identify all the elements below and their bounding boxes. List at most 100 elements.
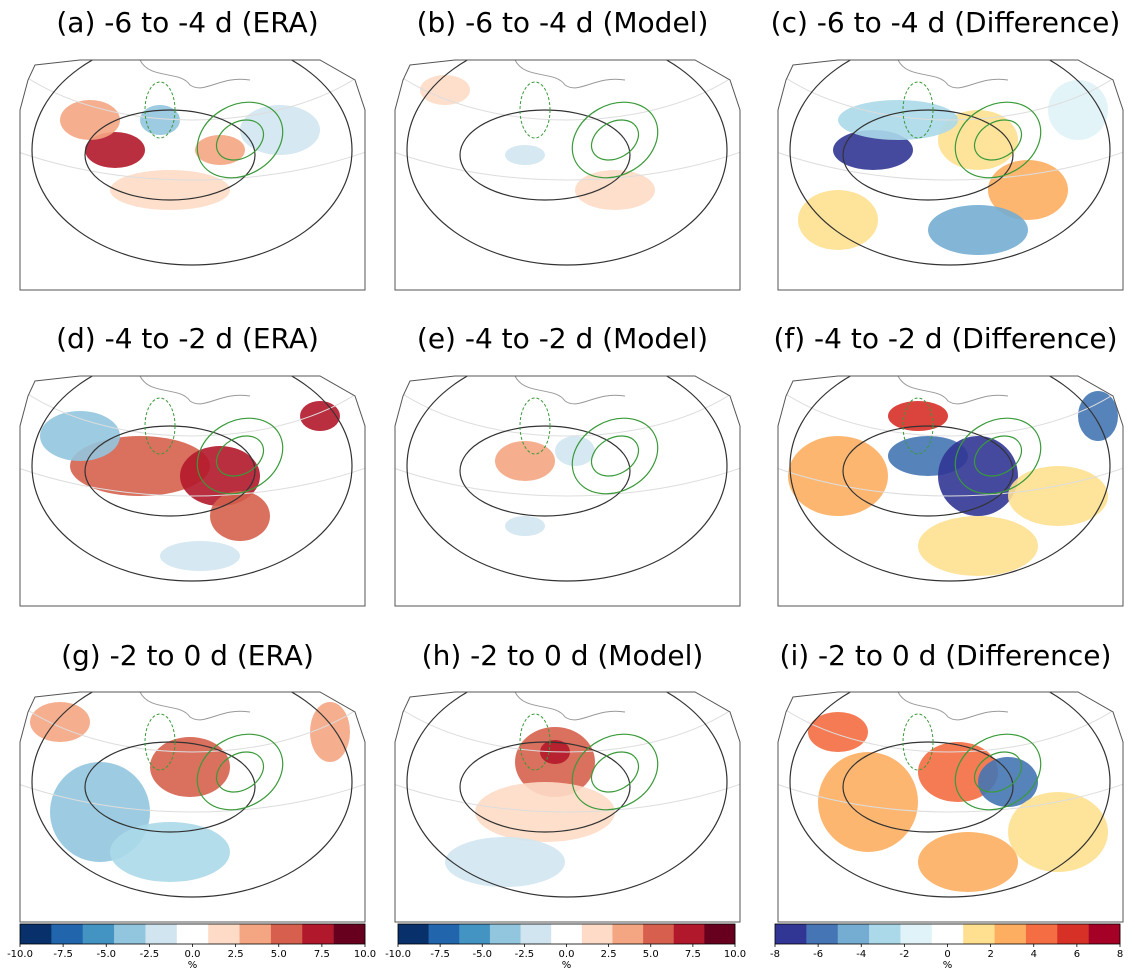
- colorbar-segment: [208, 924, 240, 944]
- map-border: [19, 375, 366, 607]
- graticule: [778, 692, 1123, 753]
- green-contour: [144, 397, 176, 455]
- colorbar-segment: [145, 924, 178, 944]
- colorbar-segment: [333, 924, 366, 944]
- field-blob: [1048, 80, 1108, 140]
- colorbar-tick-label: -2: [899, 949, 909, 960]
- colorbar-tick-label: 7.5: [685, 949, 701, 960]
- colorbar-segment: [1025, 924, 1058, 944]
- field-blob: [978, 757, 1038, 807]
- colorbar-tick-label: 10.0: [724, 949, 746, 960]
- colorbar-segment: [551, 924, 583, 944]
- coastline: [897, 692, 1009, 721]
- colorbar-segment: [489, 924, 521, 944]
- contour: [459, 109, 631, 201]
- green-contour: [215, 751, 265, 793]
- colorbar-tick-label: -10.0: [7, 949, 33, 960]
- colorbar-tick-label: 0.0: [559, 949, 575, 960]
- graticule: [395, 692, 740, 813]
- map-panel: [19, 375, 366, 607]
- green-contour: [215, 435, 265, 477]
- green-contour: [973, 119, 1023, 161]
- colorbar-segment: [775, 924, 807, 944]
- map-background: [395, 376, 740, 606]
- field-blob: [1008, 466, 1108, 526]
- green-contour: [571, 101, 659, 179]
- colorbar-tick-label: -7.5: [430, 949, 450, 960]
- colorbar-segment: [581, 924, 613, 944]
- field-blob: [928, 205, 1028, 255]
- colorbar-tick-label: 10.0: [354, 949, 376, 960]
- coastline: [514, 692, 626, 721]
- contour: [842, 109, 1014, 201]
- graticule: [20, 60, 365, 121]
- contour: [842, 425, 1014, 517]
- field-blob: [833, 130, 913, 170]
- green-contour: [902, 713, 934, 771]
- colorbar-tick-label: 8: [1117, 949, 1123, 960]
- green-contour: [571, 733, 659, 811]
- colorbar-segment: [114, 924, 146, 944]
- field-blob: [918, 516, 1038, 576]
- colorbar-tick-label: -8: [770, 949, 780, 960]
- panel-title: (g) -2 to 0 d (ERA): [61, 639, 314, 672]
- graticule: [395, 376, 740, 497]
- colorbar-tick-label: 7.5: [314, 949, 330, 960]
- graticule: [778, 692, 1123, 813]
- map-border: [394, 59, 741, 291]
- green-contour: [215, 119, 265, 161]
- green-contour: [519, 713, 551, 771]
- coastline: [897, 60, 1009, 89]
- coastline: [514, 60, 626, 89]
- green-contour: [519, 397, 551, 455]
- contour: [459, 425, 631, 517]
- green-contour: [590, 435, 640, 477]
- colorbar-tick-label: 2: [987, 949, 993, 960]
- colorbar-tick-label: -5.0: [96, 949, 116, 960]
- graticule: [20, 60, 365, 181]
- colorbar-tick-label: -6: [813, 949, 823, 960]
- map-panel: [777, 375, 1124, 607]
- green-contour: [902, 397, 934, 455]
- map-content: [778, 376, 1123, 606]
- colorbar-label: %: [943, 960, 953, 969]
- colorbar-segment: [612, 924, 644, 944]
- colorbar-tick-label: -2.5: [515, 949, 535, 960]
- green-contour: [196, 101, 284, 179]
- field-blob: [310, 702, 350, 762]
- contour: [84, 109, 256, 201]
- map-border: [394, 375, 741, 607]
- map-border: [19, 691, 366, 923]
- green-contour: [196, 733, 284, 811]
- contour: [84, 425, 256, 517]
- colorbar-tick-label: 4: [1031, 949, 1037, 960]
- field-blob: [40, 411, 120, 461]
- colorbar-tick-label: -5.0: [472, 949, 492, 960]
- map-content: [395, 60, 740, 290]
- contour: [31, 376, 353, 582]
- map-content: [395, 376, 740, 606]
- field-blob: [988, 160, 1068, 220]
- colorbar-segment: [270, 924, 303, 944]
- colorbar-segment: [900, 924, 933, 944]
- field-blob: [30, 702, 90, 742]
- map-content: [778, 692, 1123, 922]
- colorbar-tick-label: -2.5: [140, 949, 160, 960]
- colorbar-tick-label: -10.0: [385, 949, 411, 960]
- contour: [789, 692, 1111, 898]
- green-contour: [954, 101, 1042, 179]
- graticule: [20, 692, 365, 753]
- panel-title: (e) -4 to -2 d (Model): [417, 322, 708, 355]
- graticule: [20, 376, 365, 497]
- field-blob: [300, 401, 340, 431]
- field-blob: [1008, 792, 1108, 872]
- coastline: [514, 376, 626, 405]
- contour: [84, 741, 256, 833]
- colorbar-segment: [459, 924, 491, 944]
- contour: [31, 60, 353, 266]
- graticule: [395, 60, 740, 121]
- colorbar-segment: [520, 924, 552, 944]
- colorbar-segment: [20, 924, 52, 944]
- green-contour: [519, 81, 551, 139]
